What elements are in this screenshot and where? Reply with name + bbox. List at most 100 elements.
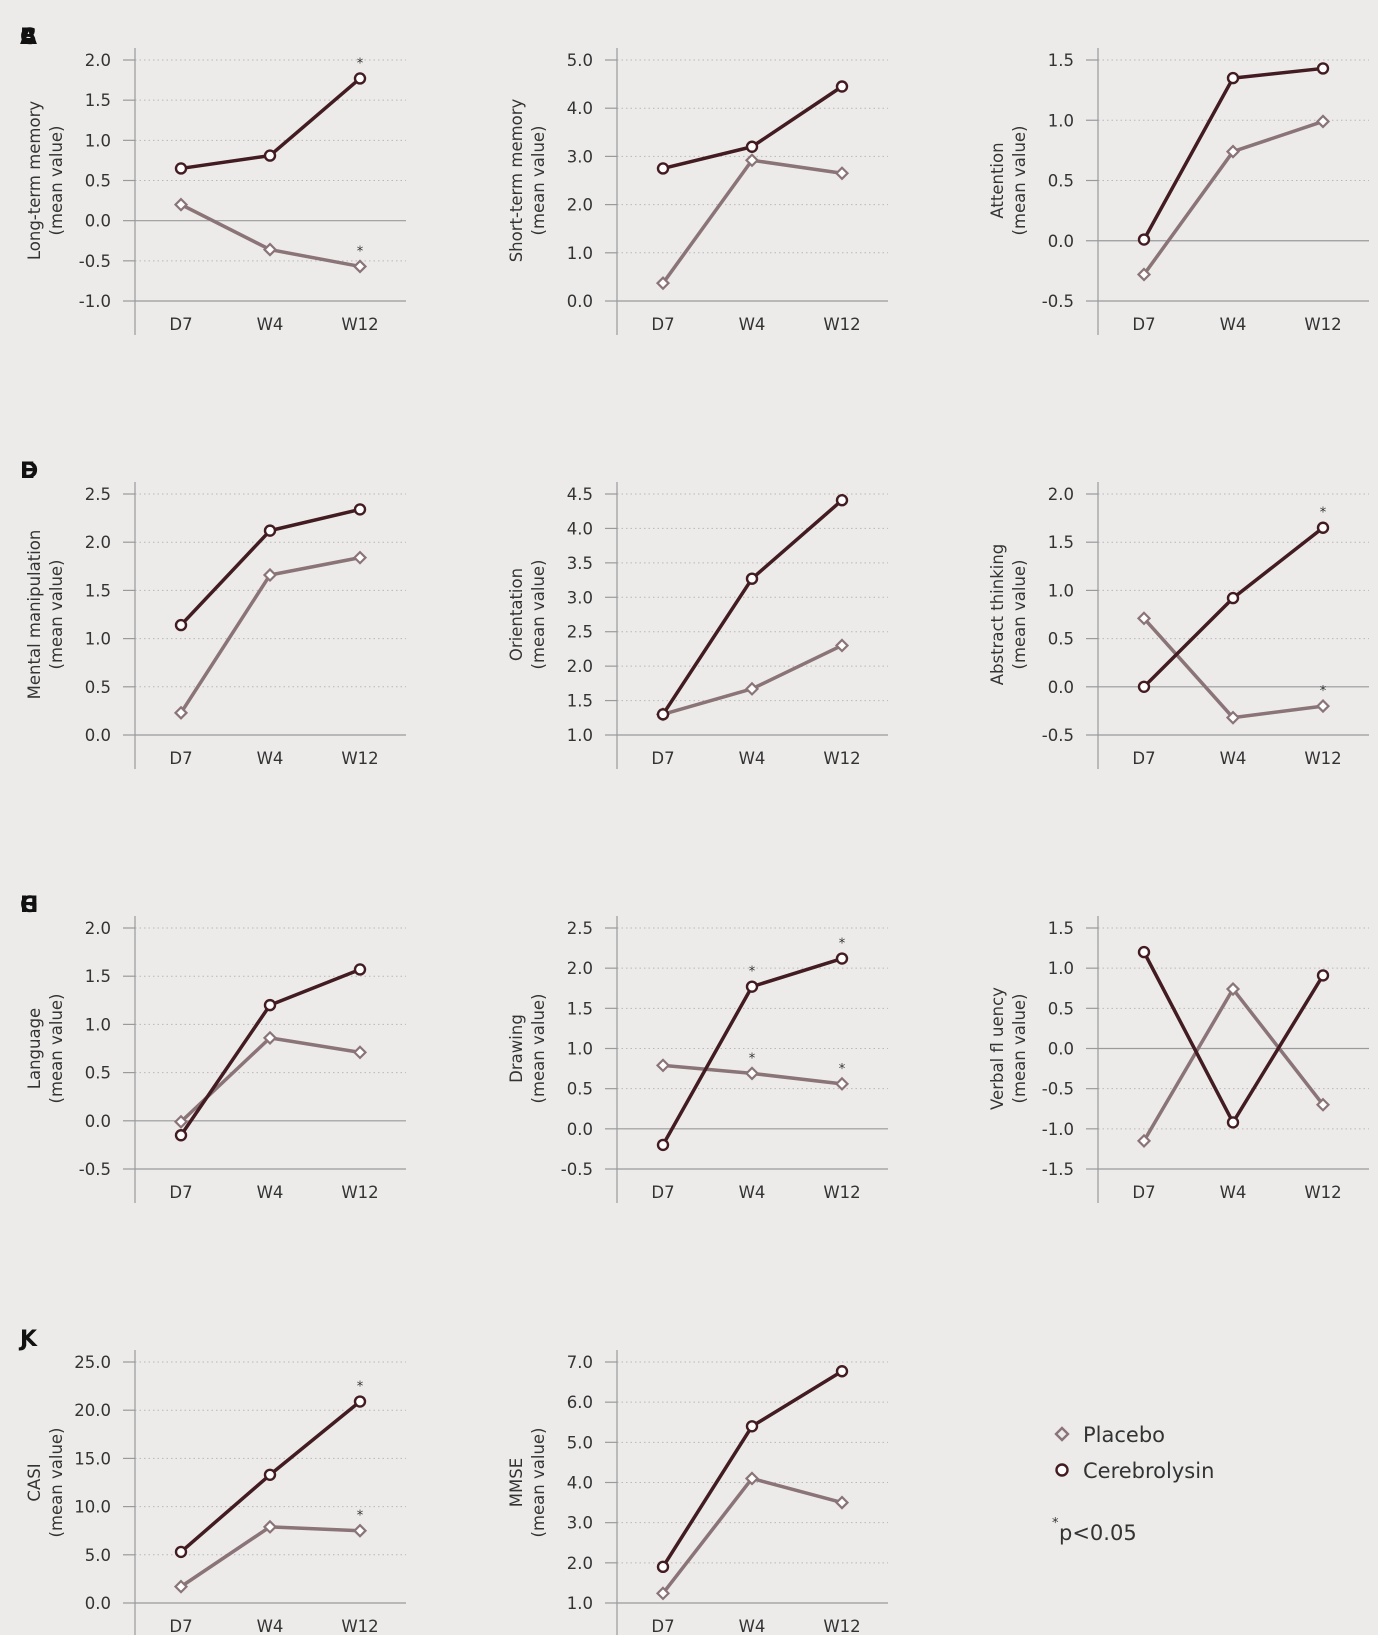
y-tick-label: 3.0 [567, 588, 593, 607]
y-tick-label: 1.5 [1048, 533, 1074, 552]
y-axis-label: Orientation (mean value) [507, 560, 548, 670]
cerebrolysin-point [656, 708, 670, 721]
y-tick-label: -0.5 [1042, 1080, 1074, 1099]
x-tick-label: D7 [651, 315, 674, 334]
placebo-point [352, 1045, 368, 1060]
y-tick-label: 6.0 [567, 1393, 593, 1412]
x-tick-label: D7 [169, 1617, 192, 1635]
placebo-point [834, 1495, 850, 1510]
panel-letter: J [18, 1327, 28, 1352]
placebo-point [655, 1586, 671, 1601]
placebo-point [655, 276, 671, 291]
y-tick-label: 0.0 [85, 212, 111, 231]
x-tick-label: W4 [257, 1183, 284, 1202]
significance-star: * [357, 1380, 364, 1395]
y-axis-label: Short-term memory (mean value) [507, 98, 548, 262]
y-tick-label: 0.5 [567, 1080, 593, 1099]
y-tick-label: 1.5 [1048, 51, 1074, 70]
x-tick-label: W12 [823, 749, 860, 768]
significance-star: * [839, 937, 846, 952]
placebo-point [1315, 1097, 1331, 1112]
cerebrolysin-point [656, 162, 670, 175]
cerebrolysin-point [745, 140, 759, 153]
cerebrolysin-point [835, 952, 849, 965]
legend-cerebrolysin-label: Cerebrolysin [1083, 1459, 1214, 1483]
y-tick-label: 7.0 [567, 1353, 593, 1372]
x-tick-label: D7 [651, 1183, 674, 1202]
placebo-point [262, 1519, 278, 1534]
y-tick-label: -0.5 [79, 1160, 111, 1179]
panel-letter: C [20, 25, 36, 50]
y-axis-label: CASI (mean value) [25, 1428, 66, 1538]
y-tick-label: -1.0 [79, 292, 111, 311]
placebo-point [834, 166, 850, 181]
y-axis-label-line: Abstract thinking [988, 544, 1007, 686]
x-tick-label: D7 [169, 1183, 192, 1202]
y-tick-label: 1.0 [567, 1040, 593, 1059]
cerebrolysin-point [1316, 969, 1330, 982]
x-tick-label: D7 [169, 315, 192, 334]
y-axis-label-line: (mean value) [529, 994, 548, 1104]
y-axis-label-line: (mean value) [47, 994, 66, 1104]
y-tick-label: 0.0 [85, 1594, 111, 1613]
y-axis-label: Abstract thinking (mean value) [988, 544, 1029, 686]
panel-letter: I [20, 893, 28, 918]
y-axis-label: Mental manipulation (mean value) [25, 530, 66, 700]
y-tick-label: 0.5 [1048, 999, 1074, 1018]
significance-star: * [749, 965, 756, 980]
y-tick-label: 1.5 [85, 91, 111, 110]
placebo-point [352, 259, 368, 274]
y-tick-label: 1.5 [85, 967, 111, 986]
x-tick-label: W12 [1304, 315, 1341, 334]
x-tick-label: W4 [257, 1617, 284, 1635]
y-axis-label-line: Drawing [507, 1014, 526, 1083]
placebo-series-line [180, 203, 361, 269]
cerebrolysin-point [1226, 591, 1240, 605]
y-tick-label: 1.0 [567, 244, 593, 263]
placebo-point [173, 197, 189, 212]
y-tick-label: 25.0 [74, 1353, 111, 1372]
y-tick-label: 0.5 [85, 678, 111, 697]
y-tick-label: 0.0 [1048, 1040, 1074, 1059]
significance-note-star: * [1052, 1516, 1059, 1531]
panel-letter: F [20, 459, 35, 484]
y-axis-label: Language (mean value) [25, 994, 66, 1104]
y-tick-label: 3.5 [567, 554, 593, 573]
cerebrolysin-point [656, 1138, 670, 1152]
cerebrolysin-point [1226, 71, 1240, 85]
placebo-point [1225, 981, 1241, 997]
cerebrolysin-point [1137, 945, 1151, 959]
y-axis-label: Long-term memory (mean value) [25, 101, 66, 260]
x-tick-label: W4 [1220, 749, 1247, 768]
y-tick-label: 2.0 [85, 51, 111, 70]
y-tick-label: 3.0 [567, 1514, 593, 1533]
cerebrolysin-point [1316, 521, 1330, 534]
y-tick-label: 15.0 [74, 1449, 111, 1468]
y-tick-label: 2.5 [85, 485, 111, 504]
cerebrolysin-series-line [661, 1369, 843, 1568]
y-axis-label-line: (mean value) [529, 1428, 548, 1538]
placebo-series-line [661, 1476, 843, 1595]
y-axis-label-line: Verbal fl uency [988, 987, 1007, 1110]
x-tick-label: W12 [823, 1617, 860, 1635]
legend-cerebrolysin-marker-icon [1055, 1463, 1069, 1477]
y-tick-label: 1.5 [85, 581, 111, 600]
y-tick-label: 1.0 [567, 1594, 593, 1613]
y-axis-label-line: Language [25, 1008, 44, 1089]
y-axis-label-line: Short-term memory [507, 98, 526, 262]
y-tick-label: 4.0 [567, 519, 593, 538]
placebo-point [1136, 267, 1152, 282]
panel-letter: G [20, 893, 38, 918]
placebo-point [262, 567, 278, 583]
cerebrolysin-point [835, 80, 849, 93]
y-tick-label: 1.0 [85, 131, 111, 150]
cerebrolysin-series-line [661, 498, 844, 716]
y-tick-label: 2.0 [85, 533, 111, 552]
cerebrolysin-point [835, 1365, 849, 1378]
x-tick-label: W12 [823, 315, 860, 334]
y-tick-label: 0.5 [1048, 172, 1074, 191]
y-tick-label: 10.0 [74, 1498, 111, 1517]
cerebrolysin-series-line [179, 967, 361, 1137]
panel-i: I 1.5 1.0 0.5 0.0 -0.5 -1.0 -1.5 D7 W4 W12 Verbal f… [20, 893, 1369, 1203]
x-tick-label: W4 [739, 315, 766, 334]
